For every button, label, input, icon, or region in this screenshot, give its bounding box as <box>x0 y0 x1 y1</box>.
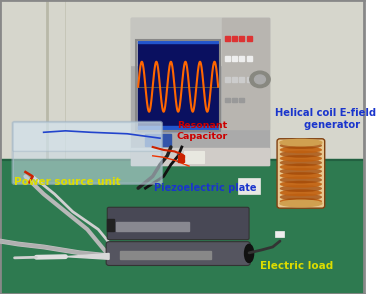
Bar <box>131 18 269 165</box>
Bar <box>183 151 204 163</box>
Ellipse shape <box>280 194 322 200</box>
Ellipse shape <box>280 198 322 205</box>
Text: Piezoelectric plate: Piezoelectric plate <box>154 183 257 193</box>
Bar <box>232 56 237 61</box>
Circle shape <box>255 75 265 84</box>
Ellipse shape <box>280 147 322 153</box>
Bar <box>239 98 244 102</box>
Bar <box>247 56 252 61</box>
FancyBboxPatch shape <box>107 207 249 240</box>
FancyBboxPatch shape <box>13 122 162 151</box>
Bar <box>0 159 363 294</box>
Ellipse shape <box>280 185 322 192</box>
Bar <box>232 98 237 102</box>
Bar <box>116 222 189 231</box>
Bar <box>107 219 114 231</box>
Ellipse shape <box>244 244 254 263</box>
FancyBboxPatch shape <box>277 139 325 208</box>
Bar <box>225 36 230 41</box>
Bar <box>239 77 244 82</box>
Bar <box>146 134 171 146</box>
Bar <box>222 18 269 129</box>
Bar <box>131 148 269 165</box>
Ellipse shape <box>280 159 322 166</box>
Ellipse shape <box>280 155 322 162</box>
Ellipse shape <box>280 142 322 149</box>
Ellipse shape <box>280 200 322 207</box>
Text: Electric load: Electric load <box>260 261 333 271</box>
Bar <box>232 36 237 41</box>
Bar <box>138 41 218 129</box>
Text: Helical coil E-field
    generator: Helical coil E-field generator <box>275 108 376 130</box>
Bar <box>247 36 252 41</box>
Polygon shape <box>65 253 109 259</box>
Ellipse shape <box>280 168 322 175</box>
Bar <box>138 126 218 131</box>
Bar <box>178 159 184 162</box>
Text: Power source unit: Power source unit <box>14 177 121 187</box>
Circle shape <box>250 71 270 88</box>
Bar <box>238 178 260 194</box>
Ellipse shape <box>280 172 322 179</box>
Bar <box>239 56 244 61</box>
Bar <box>239 36 244 41</box>
FancyBboxPatch shape <box>106 242 250 265</box>
Ellipse shape <box>280 181 322 188</box>
Ellipse shape <box>280 151 322 157</box>
Ellipse shape <box>280 164 322 170</box>
Bar <box>225 56 230 61</box>
Bar <box>0 0 363 165</box>
Bar <box>136 40 220 131</box>
FancyBboxPatch shape <box>13 122 162 184</box>
Ellipse shape <box>280 139 322 146</box>
Bar <box>138 40 218 43</box>
Bar <box>225 77 230 82</box>
Bar <box>232 77 237 82</box>
Ellipse shape <box>280 177 322 183</box>
Bar <box>225 98 230 102</box>
Bar <box>275 231 283 237</box>
Text: Resonant
Capacitor: Resonant Capacitor <box>176 121 228 141</box>
Bar <box>120 251 211 259</box>
Bar <box>131 18 269 65</box>
Bar <box>247 77 252 82</box>
Ellipse shape <box>280 190 322 196</box>
Bar <box>178 155 184 158</box>
